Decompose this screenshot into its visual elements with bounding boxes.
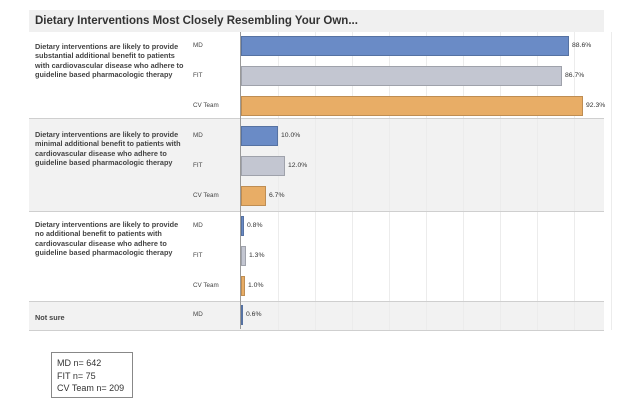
group-separator: [29, 211, 604, 212]
gridline: [389, 32, 390, 330]
gridline: [352, 32, 353, 330]
sample-size-cv-team: CV Team n= 209: [57, 383, 125, 393]
chart-title: Dietary Interventions Most Closely Resem…: [29, 10, 604, 32]
question-label: Dietary interventions are likely to prov…: [35, 220, 179, 258]
bar: [241, 246, 246, 266]
question-label: Dietary interventions are likely to prov…: [35, 42, 184, 80]
question-label: Dietary interventions are likely to prov…: [35, 130, 181, 168]
data-label: 1.0%: [248, 282, 264, 289]
audience-label: CV Team: [193, 282, 219, 289]
gridline: [500, 32, 501, 330]
gridline: [574, 32, 575, 330]
audience-label: CV Team: [193, 102, 219, 109]
group-band: [29, 301, 604, 330]
data-label: 0.8%: [247, 222, 263, 229]
audience-label: FIT: [193, 162, 203, 169]
gridline: [278, 32, 279, 330]
axis-line: [240, 32, 241, 329]
bar: [241, 126, 278, 146]
data-label: 10.0%: [281, 132, 301, 139]
question-label: Not sure: [35, 313, 65, 322]
bar: [241, 156, 285, 176]
bar: [241, 305, 243, 325]
audience-label: CV Team: [193, 192, 219, 199]
data-label: 92.3%: [586, 102, 606, 109]
data-label: 86.7%: [565, 72, 585, 79]
data-label: 1.3%: [249, 252, 265, 259]
group-band: [29, 118, 604, 211]
gridline: [611, 32, 612, 330]
group-separator: [29, 330, 604, 331]
audience-label: MD: [193, 132, 203, 139]
data-label: 0.6%: [246, 311, 262, 318]
audience-label: FIT: [193, 252, 203, 259]
bar: [241, 66, 562, 86]
gridline: [315, 32, 316, 330]
data-label: 88.6%: [572, 42, 592, 49]
audience-label: MD: [193, 42, 203, 49]
sample-size-fit: FIT n= 75: [57, 370, 96, 381]
bar: [241, 186, 266, 206]
sample-size-md: MD n= 642: [57, 358, 102, 368]
data-label: 12.0%: [288, 162, 308, 169]
audience-label: FIT: [193, 72, 203, 79]
data-label: 6.7%: [269, 192, 285, 199]
group-separator: [29, 118, 604, 119]
bar: [241, 276, 245, 296]
bar: [241, 216, 244, 236]
audience-label: MD: [193, 311, 203, 318]
audience-label: MD: [193, 222, 203, 229]
gridline: [426, 32, 427, 330]
group-separator: [29, 301, 604, 302]
bar: [241, 96, 583, 116]
sample-size-box: MD n= 642 FIT n= 75 CV Team n= 209: [51, 352, 133, 398]
gridline: [463, 32, 464, 330]
bar: [241, 36, 569, 56]
gridline: [537, 32, 538, 330]
